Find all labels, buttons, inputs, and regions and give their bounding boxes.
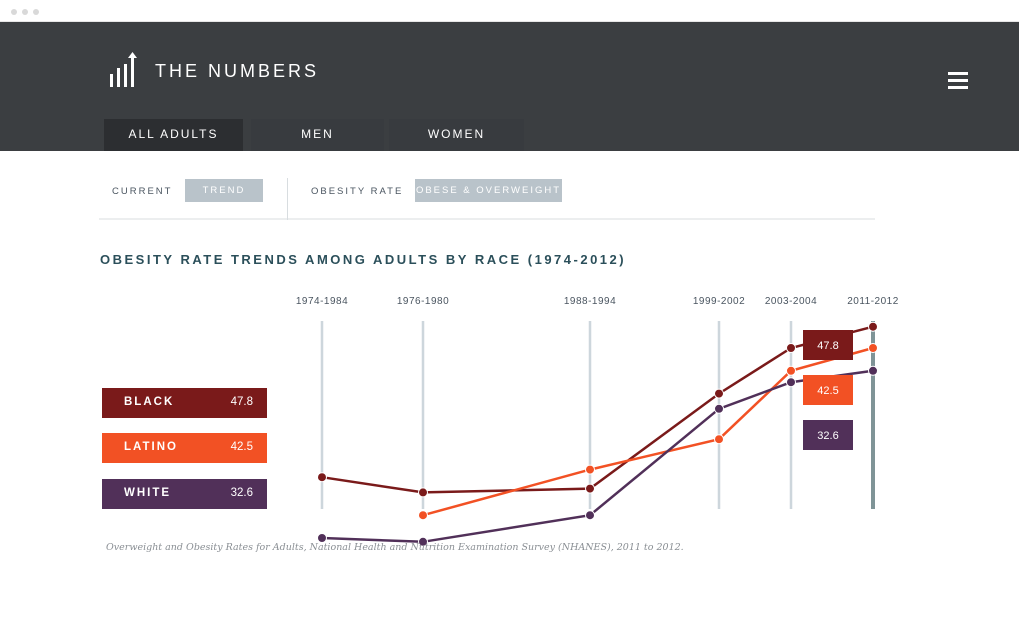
data-point-white bbox=[317, 533, 327, 543]
x-tick-label: 1988-1994 bbox=[564, 296, 616, 307]
x-tick-label: 1999-2002 bbox=[693, 296, 745, 307]
legend-item-black[interactable]: BLACK 47.8 bbox=[102, 388, 267, 418]
data-point-white bbox=[868, 365, 878, 376]
data-point-black bbox=[786, 343, 796, 353]
data-point-white bbox=[585, 510, 595, 521]
end-value-label: 42.5 bbox=[817, 385, 838, 397]
end-value-box bbox=[803, 330, 853, 360]
x-tick-label: 2011-2012 bbox=[847, 296, 899, 307]
legend-label: LATINO bbox=[124, 441, 178, 453]
chart-title: OBESITY RATE TRENDS AMONG ADULTS BY RACE… bbox=[100, 252, 627, 267]
legend-value: 32.6 bbox=[230, 487, 253, 499]
tab-women[interactable]: WOMEN bbox=[389, 119, 524, 151]
data-point-white bbox=[714, 403, 724, 414]
data-point-white bbox=[786, 377, 796, 388]
data-point-black bbox=[714, 388, 724, 399]
data-point-black bbox=[418, 487, 428, 498]
legend-item-white[interactable]: WHITE 32.6 bbox=[102, 479, 267, 509]
data-point-latino bbox=[868, 343, 878, 353]
data-point-black bbox=[868, 321, 878, 332]
legend-label: WHITE bbox=[124, 487, 172, 499]
data-point-latino bbox=[418, 510, 428, 521]
window-dot-icon bbox=[22, 9, 28, 15]
data-point-latino bbox=[585, 464, 595, 475]
tab-all-adults[interactable]: ALL ADULTS bbox=[104, 119, 243, 151]
data-point-latino bbox=[714, 434, 724, 445]
legend-label: BLACK bbox=[124, 396, 175, 408]
legend-value: 47.8 bbox=[230, 396, 253, 408]
end-value-box bbox=[803, 375, 853, 405]
view-label: CURRENT bbox=[112, 186, 173, 197]
end-value-box bbox=[803, 420, 853, 450]
filter-bar: CURRENT TREND OBESITY RATE OBESE & OVERW… bbox=[99, 171, 875, 220]
x-tick-label: 2003-2004 bbox=[765, 296, 817, 307]
x-tick-label: 1974-1984 bbox=[296, 296, 348, 307]
data-point-black bbox=[585, 483, 595, 494]
trend-button[interactable]: TREND bbox=[185, 179, 263, 202]
end-value-label: 32.6 bbox=[817, 430, 838, 442]
filter-divider bbox=[287, 178, 288, 220]
data-point-white bbox=[418, 536, 428, 547]
brand-name[interactable]: THE NUMBERS bbox=[155, 61, 320, 81]
hamburger-menu-icon[interactable] bbox=[946, 71, 970, 91]
site-header: THE NUMBERS ALL ADULTS MEN WOMEN bbox=[0, 22, 1019, 151]
window-dot-icon bbox=[33, 9, 39, 15]
bar-chart-arrow-icon bbox=[109, 52, 139, 93]
obese-overweight-button[interactable]: OBESE & OVERWEIGHT bbox=[415, 179, 562, 202]
end-value-label: 47.8 bbox=[817, 340, 838, 352]
browser-bar bbox=[0, 0, 1019, 22]
window-dot-icon bbox=[11, 9, 17, 15]
data-point-black bbox=[317, 472, 327, 483]
metric-label: OBESITY RATE bbox=[311, 186, 404, 197]
x-tick-label: 1976-1980 bbox=[397, 296, 449, 307]
legend-item-latino[interactable]: LATINO 42.5 bbox=[102, 433, 267, 463]
chart-footnote: Overweight and Obesity Rates for Adults,… bbox=[106, 542, 684, 553]
legend-value: 42.5 bbox=[230, 441, 253, 453]
tab-men[interactable]: MEN bbox=[251, 119, 384, 151]
data-point-latino bbox=[786, 365, 796, 376]
